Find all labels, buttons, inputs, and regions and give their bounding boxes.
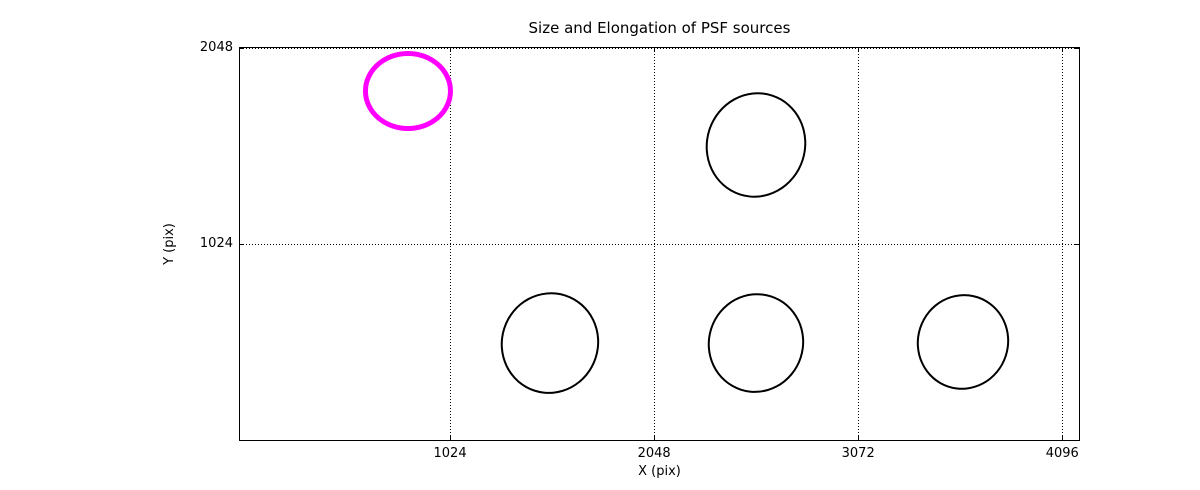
y-tick-mark: [1075, 243, 1079, 245]
x-tick-mark: [653, 48, 655, 52]
y-tick-mark: [240, 47, 244, 49]
x-tick-mark: [449, 48, 451, 52]
x-tick-label: 1024: [433, 446, 467, 461]
x-tick-mark: [857, 48, 859, 52]
x-tick-label: 3072: [841, 446, 875, 461]
x-tick-label: 2048: [637, 446, 671, 461]
y-tick-mark: [1075, 47, 1079, 49]
psf-source-ellipse: [904, 282, 1023, 402]
y-gridline: [240, 243, 1079, 245]
x-tick-mark: [449, 436, 451, 440]
psf-source-ellipse: [695, 280, 818, 406]
y-tick-mark: [240, 243, 244, 245]
psf-source-ellipse: [363, 50, 454, 131]
psf-source-ellipse: [692, 79, 821, 212]
y-tick-label: 2048: [199, 40, 233, 55]
plot-title: Size and Elongation of PSF sources: [528, 19, 791, 37]
x-tick-mark: [653, 436, 655, 440]
y-gridline: [240, 47, 1079, 49]
y-tick-label: 1024: [199, 236, 233, 251]
x-tick-mark: [1061, 48, 1063, 52]
plot-area: [239, 47, 1080, 441]
x-tick-mark: [857, 436, 859, 440]
psf-source-ellipse: [487, 279, 613, 407]
x-tick-mark: [1061, 436, 1063, 440]
x-axis-label: X (pix): [638, 464, 681, 479]
x-tick-label: 4096: [1045, 446, 1079, 461]
